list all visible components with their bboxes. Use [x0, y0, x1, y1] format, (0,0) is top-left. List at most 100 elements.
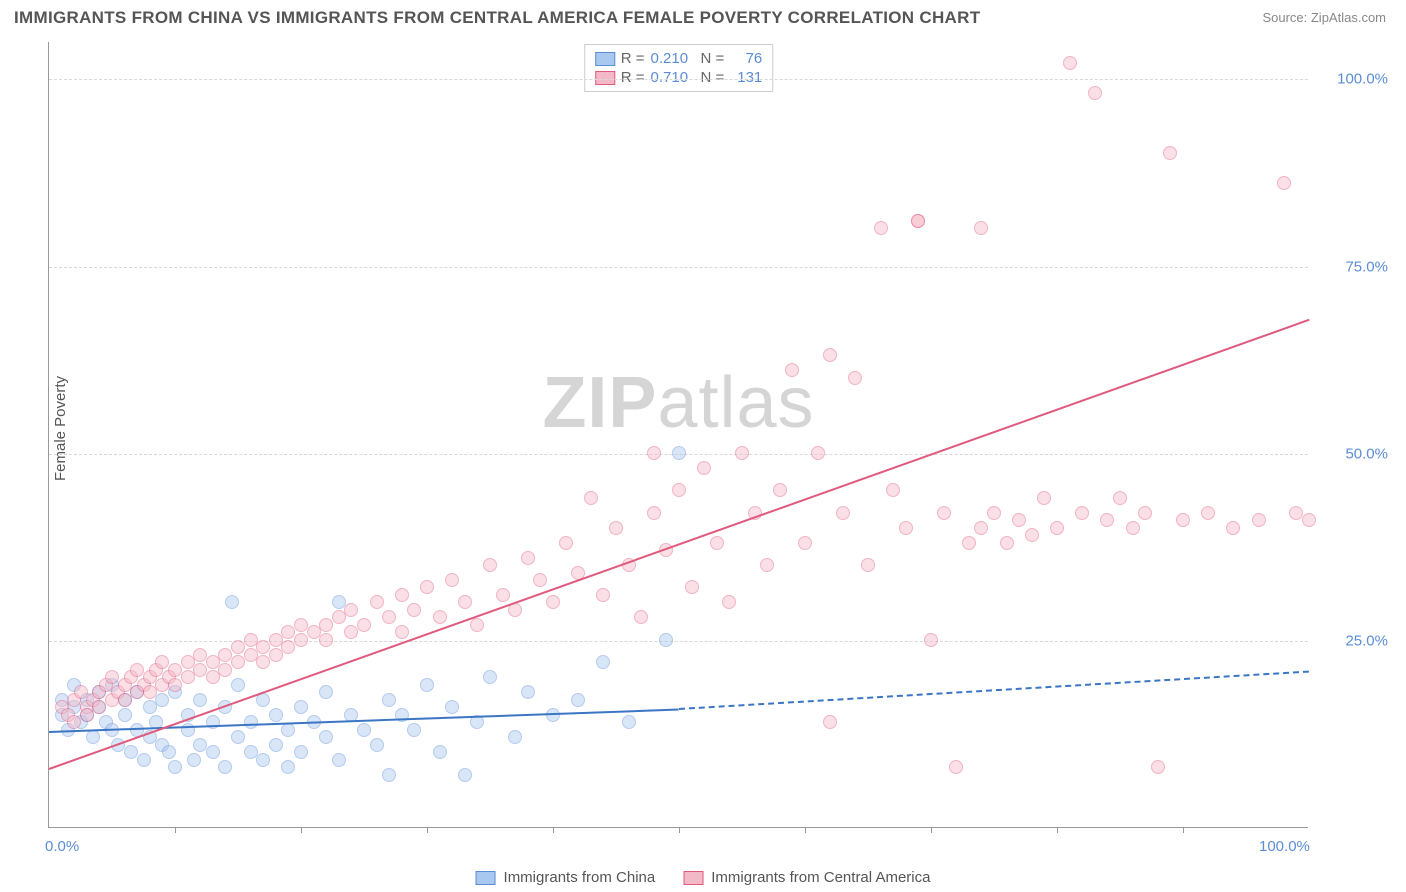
scatter-point: [974, 221, 988, 235]
scatter-point: [483, 558, 497, 572]
scatter-point: [269, 648, 283, 662]
scatter-point: [370, 738, 384, 752]
scatter-point: [508, 730, 522, 744]
scatter-point: [672, 446, 686, 460]
x-tick-mark: [427, 827, 428, 833]
scatter-point: [584, 491, 598, 505]
scatter-point: [823, 715, 837, 729]
scatter-point: [647, 506, 661, 520]
scatter-point: [294, 633, 308, 647]
scatter-point: [193, 693, 207, 707]
scatter-point: [546, 595, 560, 609]
scatter-point: [332, 610, 346, 624]
scatter-point: [395, 588, 409, 602]
scatter-point: [1151, 760, 1165, 774]
scatter-point: [168, 678, 182, 692]
scatter-point: [458, 768, 472, 782]
y-tick-label: 100.0%: [1318, 71, 1388, 88]
scatter-point: [571, 693, 585, 707]
scatter-point: [382, 610, 396, 624]
gridline: [49, 267, 1308, 268]
scatter-point: [1012, 513, 1026, 527]
scatter-point: [1050, 521, 1064, 535]
scatter-point: [420, 580, 434, 594]
scatter-point: [1226, 521, 1240, 535]
scatter-point: [433, 745, 447, 759]
legend-label: Immigrants from China: [504, 869, 656, 886]
x-tick-mark: [301, 827, 302, 833]
scatter-point: [256, 655, 270, 669]
scatter-point: [458, 595, 472, 609]
scatter-point: [92, 700, 106, 714]
scatter-point: [407, 603, 421, 617]
scatter-point: [319, 685, 333, 699]
scatter-point: [395, 625, 409, 639]
legend-item: Immigrants from China: [476, 869, 656, 886]
scatter-point: [974, 521, 988, 535]
scatter-point: [685, 580, 699, 594]
scatter-point: [357, 618, 371, 632]
scatter-point: [344, 625, 358, 639]
scatter-point: [1277, 176, 1291, 190]
scatter-point: [987, 506, 1001, 520]
watermark-zip: ZIP: [542, 363, 657, 443]
trendline: [49, 319, 1310, 770]
scatter-point: [634, 610, 648, 624]
scatter-point: [697, 461, 711, 475]
scatter-point: [785, 363, 799, 377]
r-label: R =: [621, 50, 645, 67]
scatter-point: [483, 670, 497, 684]
scatter-point: [1302, 513, 1316, 527]
scatter-point: [1201, 506, 1215, 520]
scatter-point: [382, 693, 396, 707]
scatter-point: [1037, 491, 1051, 505]
scatter-point: [319, 618, 333, 632]
scatter-point: [137, 753, 151, 767]
scatter-point: [899, 521, 913, 535]
scatter-point: [118, 693, 132, 707]
x-tick-mark: [931, 827, 932, 833]
scatter-point: [773, 483, 787, 497]
scatter-point: [1163, 146, 1177, 160]
scatter-point: [672, 483, 686, 497]
scatter-point: [1000, 536, 1014, 550]
scatter-point: [1126, 521, 1140, 535]
scatter-point: [218, 663, 232, 677]
scatter-point: [445, 573, 459, 587]
scatter-point: [231, 678, 245, 692]
scatter-point: [1176, 513, 1190, 527]
r-label: R =: [621, 69, 645, 86]
legend-swatch: [595, 71, 615, 85]
scatter-point: [357, 723, 371, 737]
scatter-point: [231, 730, 245, 744]
scatter-point: [1088, 86, 1102, 100]
scatter-point: [1025, 528, 1039, 542]
scatter-point: [735, 446, 749, 460]
scatter-point: [370, 595, 384, 609]
scatter-point: [861, 558, 875, 572]
legend-label: Immigrants from Central America: [711, 869, 930, 886]
scatter-point: [225, 595, 239, 609]
y-tick-label: 50.0%: [1318, 445, 1388, 462]
scatter-point: [533, 573, 547, 587]
scatter-point: [420, 678, 434, 692]
scatter-point: [206, 670, 220, 684]
scatter-point: [710, 536, 724, 550]
scatter-point: [206, 745, 220, 759]
n-value: 76: [730, 50, 762, 67]
scatter-point: [647, 446, 661, 460]
scatter-point: [155, 693, 169, 707]
legend-row: R =0.210N =76: [595, 49, 763, 68]
scatter-point: [596, 588, 610, 602]
scatter-point: [874, 221, 888, 235]
r-value: 0.710: [651, 69, 695, 86]
scatter-point: [622, 715, 636, 729]
scatter-point: [496, 588, 510, 602]
scatter-point: [67, 715, 81, 729]
legend-row: R =0.710N =131: [595, 68, 763, 87]
scatter-point: [798, 536, 812, 550]
scatter-point: [559, 536, 573, 550]
scatter-point: [231, 655, 245, 669]
gridline: [49, 79, 1308, 80]
scatter-point: [1075, 506, 1089, 520]
